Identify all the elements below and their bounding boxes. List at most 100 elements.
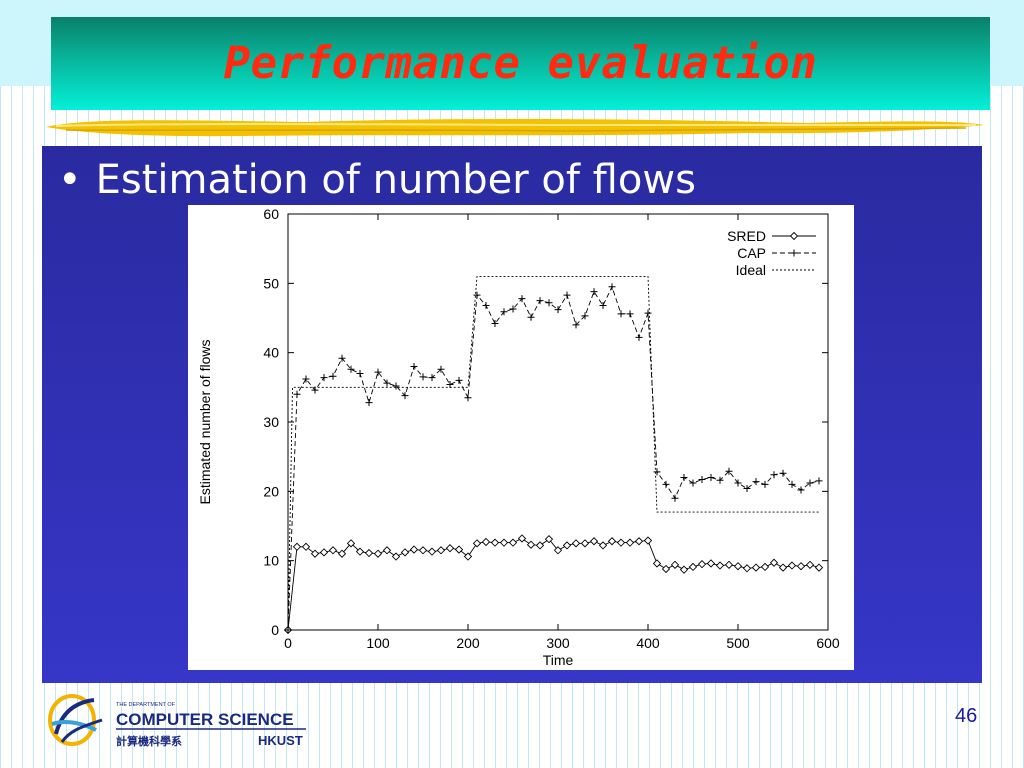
data-point-cap [500, 308, 508, 316]
logo-text-line2: COMPUTER SCIENCE [116, 710, 294, 729]
data-point-cap [680, 473, 688, 481]
y-tick-label: 20 [263, 483, 279, 499]
decorative-brush-stroke [46, 119, 984, 137]
data-point-cap [491, 320, 499, 328]
data-point-cap [383, 379, 391, 387]
data-point-cap [716, 476, 724, 484]
data-point-cap [590, 288, 598, 296]
data-point-cap [365, 399, 373, 407]
data-point-sred [715, 561, 725, 570]
data-point-sred [751, 563, 761, 572]
data-point-sred [670, 560, 680, 569]
chart-panel: 0 100 200 300 400 500 600 0 10 20 30 40 50 60 Time Esti… [188, 205, 854, 670]
data-point-cap [293, 390, 301, 398]
data-point-cap [536, 297, 544, 305]
data-point-sred [814, 563, 824, 572]
data-point-sred [463, 552, 473, 561]
data-point-cap [644, 309, 652, 317]
data-point-sred [607, 537, 617, 546]
data-point-sred [625, 538, 635, 547]
logo-text-line4: HKUST [258, 733, 303, 748]
data-point-cap [725, 467, 733, 475]
data-point-sred [787, 561, 797, 570]
data-point-sred [319, 548, 329, 557]
data-point-sred [652, 559, 662, 568]
data-point-sred [733, 562, 743, 571]
data-point-sred [400, 548, 410, 557]
data-point-sred [526, 540, 536, 549]
legend-label-sred: SRED [727, 228, 766, 244]
data-point-sred [805, 560, 815, 569]
bullet-item: • Estimation of number of flows [58, 154, 696, 206]
data-point-cap [752, 478, 760, 486]
data-point-sred [337, 549, 347, 558]
legend-marker-cap [790, 249, 798, 257]
data-point-cap [734, 479, 742, 487]
data-point-sred [706, 559, 716, 568]
data-point-sred [616, 538, 626, 547]
data-point-sred [499, 538, 509, 547]
title-bar: Performance evaluation [51, 17, 990, 110]
data-point-sred [382, 546, 392, 555]
data-point-sred [769, 558, 779, 567]
data-point-cap [698, 476, 706, 484]
data-point-cap [392, 382, 400, 390]
x-tick-label: 300 [546, 635, 570, 651]
data-point-cap [626, 310, 634, 318]
data-point-cap [473, 291, 481, 299]
data-point-cap [581, 312, 589, 320]
x-tick-label: 400 [636, 635, 660, 651]
x-tick-label: 600 [816, 635, 840, 651]
logo-text-line1: THE DEPARTMENT OF [116, 702, 176, 708]
data-point-cap [617, 310, 625, 318]
data-point-sred [328, 546, 338, 555]
data-point-cap [374, 368, 382, 376]
slide-title: Performance evaluation [223, 38, 818, 89]
bullet-dot: • [58, 157, 82, 203]
data-point-sred [418, 546, 428, 555]
data-point-cap [779, 469, 787, 477]
data-point-sred [292, 542, 302, 551]
data-point-sred [508, 538, 518, 547]
data-point-cap [815, 477, 823, 485]
data-point-sred [409, 545, 419, 554]
data-point-sred [517, 534, 527, 543]
logo-emblem-icon [48, 694, 103, 746]
data-point-sred [634, 537, 644, 546]
data-point-sred [364, 548, 374, 558]
y-axis-label: Estimated number of flows [197, 340, 213, 505]
y-tick-label: 10 [263, 553, 279, 569]
x-axis-label: Time [543, 652, 574, 668]
data-point-cap [401, 392, 409, 400]
data-point-cap [311, 386, 319, 394]
data-point-sred [490, 538, 500, 547]
data-point-cap [572, 321, 580, 329]
data-point-cap [743, 485, 751, 493]
data-point-sred [355, 547, 365, 556]
x-tick-label: 200 [456, 635, 480, 651]
data-point-sred [310, 549, 320, 558]
data-point-sred [301, 542, 311, 551]
data-point-cap [329, 372, 337, 380]
data-point-sred [742, 564, 752, 573]
x-tick-label: 500 [726, 635, 750, 651]
data-point-cap [770, 471, 778, 479]
data-point-cap [419, 373, 427, 381]
data-point-sred [544, 535, 554, 544]
data-point-sred [562, 541, 572, 550]
data-point-sred [436, 546, 446, 555]
legend-label-cap: CAP [737, 245, 766, 261]
data-point-sred [580, 539, 590, 548]
page-number: 46 [955, 705, 978, 727]
data-point-cap [338, 354, 346, 362]
y-tick-label: 0 [271, 622, 279, 638]
data-point-cap [455, 376, 463, 384]
y-tick-label: 30 [263, 414, 279, 430]
data-point-cap [428, 374, 436, 382]
data-point-sred [724, 560, 734, 569]
data-point-cap [797, 486, 805, 494]
data-point-sred [589, 537, 599, 546]
data-point-cap [788, 480, 796, 488]
line-chart: 0 100 200 300 400 500 600 0 10 20 30 40 50 60 Time Esti… [197, 206, 840, 668]
data-point-cap [554, 306, 562, 314]
